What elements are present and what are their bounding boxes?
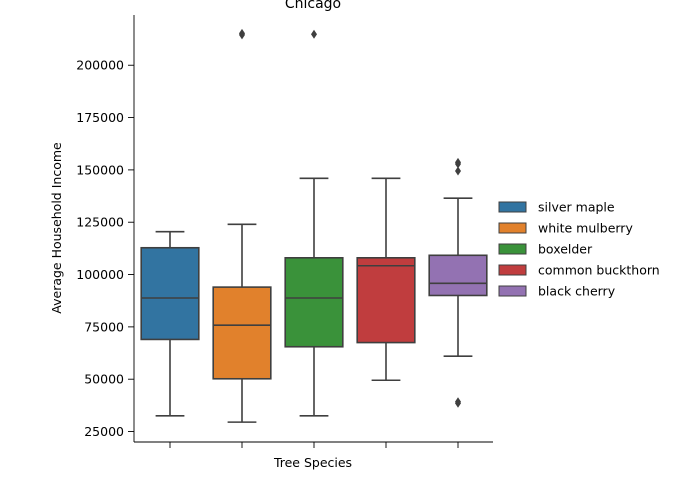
y-tick-label: 200000 (76, 58, 124, 73)
y-tick-label: 75000 (84, 319, 124, 334)
outlier-point (455, 397, 461, 407)
iqr-box (284, 257, 344, 348)
legend-swatch (498, 222, 527, 234)
y-tick-label: 25000 (84, 424, 124, 439)
iqr-box (212, 286, 272, 380)
chart-title: Chicago (285, 0, 341, 12)
x-axis-label: Tree Species (273, 455, 352, 470)
legend-label: white mulberry (538, 221, 633, 236)
y-tick-label: 125000 (76, 215, 124, 230)
box-boxelder (284, 29, 344, 417)
legend-label: common buckthorn (538, 263, 660, 278)
legend-swatch (498, 285, 527, 297)
legend-swatch (498, 264, 527, 276)
legend-label: silver maple (538, 200, 615, 215)
box-black-cherry (428, 157, 488, 408)
box-common-buckthorn (356, 177, 416, 382)
outlier-point (239, 28, 245, 38)
y-tick-label: 175000 (76, 110, 124, 125)
legend-swatch (498, 201, 527, 213)
box-silver-maple (140, 230, 200, 417)
outlier-point (455, 166, 461, 176)
x-ticks (169, 442, 459, 448)
legend-swatch (498, 243, 527, 255)
outlier-point (311, 29, 317, 39)
iqr-box (428, 254, 488, 297)
legend-item: boxelder (498, 242, 593, 257)
y-tick-label: 100000 (76, 267, 124, 282)
legend-label: boxelder (538, 242, 593, 257)
box-white-mulberry (212, 28, 272, 423)
legend-item: black cherry (498, 284, 616, 299)
legend-item: white mulberry (498, 221, 633, 236)
legend-item: common buckthorn (498, 263, 660, 278)
plot-area (140, 28, 488, 423)
iqr-box (356, 257, 416, 344)
legend: silver maple white mulberry boxelder common… (498, 200, 660, 299)
outlier-point (455, 157, 461, 167)
legend-item: silver maple (498, 200, 615, 215)
y-tick-label: 150000 (76, 162, 124, 177)
y-axis-label: Average Household Income (49, 142, 64, 314)
y-tick-label: 50000 (84, 372, 124, 387)
y-ticks: 25000 50000 75000 100000 125000 150000 175000 2… (76, 58, 134, 439)
legend-label: black cherry (538, 284, 616, 299)
iqr-box (140, 246, 200, 341)
